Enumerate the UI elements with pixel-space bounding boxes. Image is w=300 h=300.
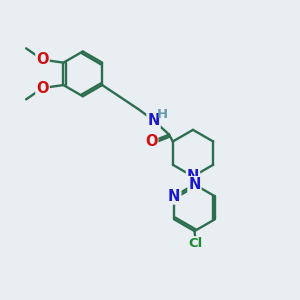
Text: O: O	[36, 80, 49, 95]
Text: O: O	[145, 134, 158, 149]
Text: O: O	[36, 52, 49, 67]
Text: N: N	[147, 113, 160, 128]
Text: N: N	[168, 189, 181, 204]
Text: H: H	[157, 108, 168, 121]
Text: N: N	[187, 169, 199, 184]
Text: Cl: Cl	[189, 237, 203, 250]
Text: N: N	[188, 177, 201, 192]
